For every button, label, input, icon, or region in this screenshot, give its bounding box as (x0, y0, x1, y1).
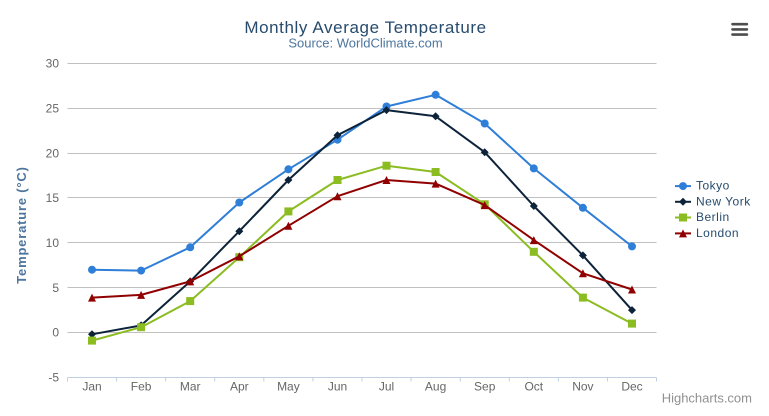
svg-text:Nov: Nov (572, 380, 593, 394)
svg-text:25: 25 (46, 102, 60, 116)
svg-text:Sep: Sep (474, 380, 496, 394)
svg-text:20: 20 (46, 146, 60, 160)
svg-text:London: London (696, 226, 739, 240)
svg-text:May: May (277, 380, 300, 394)
svg-text:Temperature (°C): Temperature (°C) (14, 166, 29, 283)
svg-text:Mar: Mar (180, 380, 201, 394)
svg-text:New York: New York (696, 194, 751, 208)
svg-text:Jul: Jul (379, 380, 394, 394)
svg-text:10: 10 (46, 236, 60, 250)
svg-text:15: 15 (46, 191, 60, 205)
svg-text:-5: -5 (48, 371, 59, 385)
svg-text:Dec: Dec (621, 380, 642, 394)
svg-text:Highcharts.com: Highcharts.com (662, 390, 752, 405)
svg-text:Tokyo: Tokyo (696, 179, 730, 193)
svg-text:Jun: Jun (328, 380, 347, 394)
svg-text:Apr: Apr (230, 380, 249, 394)
svg-text:30: 30 (46, 57, 60, 71)
svg-text:Monthly Average Temperature: Monthly Average Temperature (244, 18, 486, 37)
svg-text:5: 5 (52, 281, 59, 295)
svg-text:Source: WorldClimate.com: Source: WorldClimate.com (288, 36, 442, 51)
svg-text:Aug: Aug (425, 380, 446, 394)
svg-text:0: 0 (52, 326, 59, 340)
svg-text:Oct: Oct (524, 380, 543, 394)
svg-text:Jan: Jan (82, 380, 101, 394)
svg-text:Feb: Feb (131, 380, 152, 394)
svg-text:Berlin: Berlin (696, 210, 730, 224)
